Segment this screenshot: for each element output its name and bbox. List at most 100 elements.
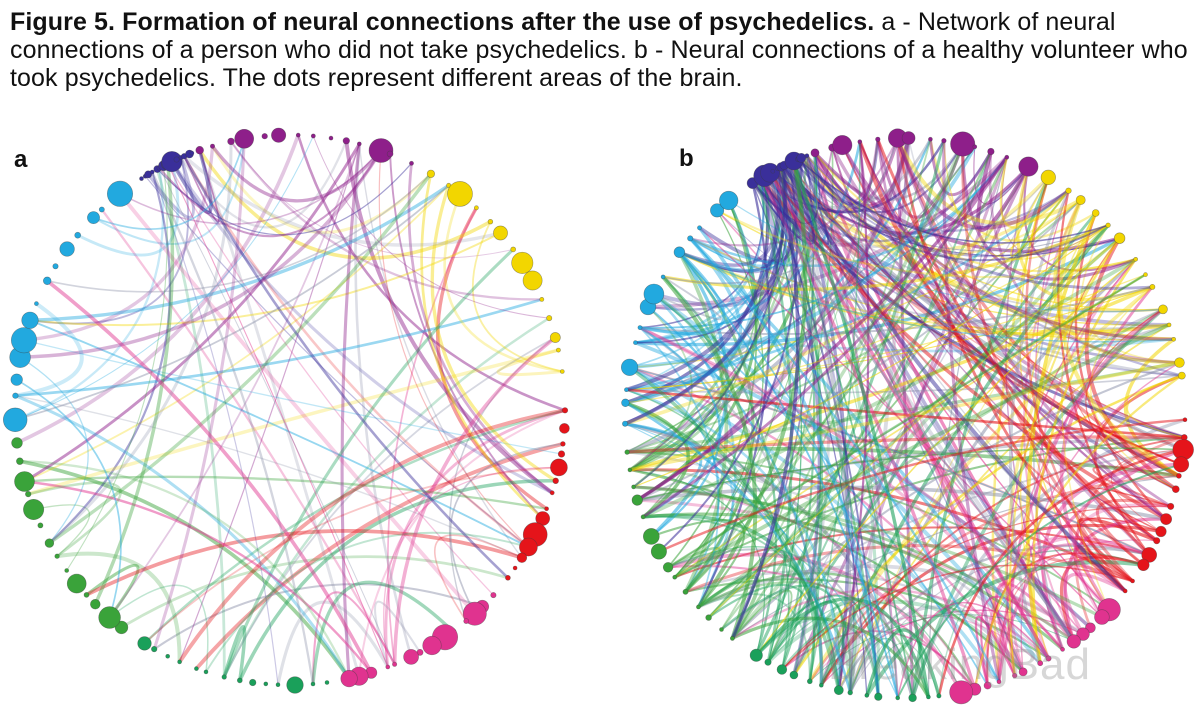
network-b-connection-line	[716, 209, 1136, 279]
network-a-region-dot	[227, 137, 235, 146]
network-b-connection-line	[707, 583, 816, 682]
network-b-connection-line	[895, 137, 1070, 230]
network-a-connection-line	[194, 442, 564, 670]
network-b-connection-line	[788, 162, 1182, 466]
network-b-connection-line	[662, 276, 778, 656]
network-b-connection-line	[698, 166, 797, 264]
network-a-connection-line	[151, 171, 279, 685]
network-b-connection-line	[642, 156, 1009, 519]
network-b-region-dot	[719, 627, 724, 632]
network-a-connection-line	[24, 480, 373, 674]
network-b-connection-line	[625, 168, 781, 392]
network-b-connection-line	[776, 164, 811, 226]
network-a-connection-line	[433, 534, 523, 622]
network-b-brain-regions	[621, 128, 1194, 705]
network-b-connection-line	[928, 139, 993, 197]
network-b-region-dot	[631, 494, 643, 506]
network-b-region-dot	[1176, 473, 1182, 479]
network-b-connection-line	[720, 448, 1184, 631]
network-b-connection-line	[629, 366, 1150, 556]
network-b-region-dot	[1160, 513, 1172, 525]
network-b-region-dot	[627, 467, 633, 473]
network-a-region-dot	[447, 181, 473, 207]
network-a-connection-line	[183, 155, 530, 549]
network-a-region-dot	[149, 169, 155, 175]
network-b-connection-line	[896, 138, 915, 698]
network-b-region-dot	[1105, 222, 1111, 228]
network-b-connection-line	[697, 563, 803, 670]
network-b-connection-line	[767, 177, 1049, 663]
network-a-region-dot	[386, 150, 394, 158]
network-b-connection-line	[684, 143, 964, 593]
network-b-connection-line	[961, 143, 1137, 281]
network-b-region-dot	[650, 543, 667, 560]
network-b-region-dot	[642, 528, 660, 545]
network-a-connection-line	[48, 171, 172, 544]
network-b-connection-line	[626, 388, 790, 670]
network-b-connection-line	[763, 175, 880, 697]
network-a-connection-line	[19, 356, 89, 544]
network-a-region-dot	[342, 137, 350, 145]
network-b-region-dot	[1066, 634, 1081, 649]
network-a-region-dot	[83, 592, 90, 598]
network-b-connection-line	[780, 165, 816, 670]
network-b-connection-line	[689, 156, 1008, 267]
network-b-connection-line	[667, 274, 1146, 568]
network-b-connection-line	[1049, 224, 1121, 289]
network-b-connection-line	[813, 152, 1076, 643]
network-a-region-dot	[11, 437, 23, 449]
network-b-connection-line	[625, 146, 976, 404]
network-b-connection-line	[973, 146, 1029, 205]
network-b-region-dot	[624, 449, 630, 455]
network-b-connection-line	[792, 160, 931, 698]
network-a-connection-line	[144, 175, 529, 548]
network-a-connection-line	[27, 348, 559, 496]
network-a-region-dot	[328, 135, 334, 141]
network-b-region-dot	[941, 138, 947, 144]
network-b-connection-line	[624, 423, 840, 691]
network-b-connection-line	[1010, 176, 1070, 257]
network-b-region-dot	[789, 670, 799, 680]
network-b-connection-line	[624, 401, 690, 519]
network-a-connection-line	[159, 167, 396, 665]
network-b-region-dot	[832, 135, 853, 156]
network-b-connection-line	[637, 447, 1184, 501]
network-b-connection-line	[767, 151, 992, 663]
network-b-connection-line	[1080, 224, 1180, 364]
network-b-connection-line	[629, 285, 1154, 472]
network-a-region-dot	[462, 601, 487, 626]
network-b-region-dot	[1018, 667, 1028, 677]
network-b-region-dot	[697, 225, 702, 231]
network-a-connection-line	[179, 143, 360, 663]
network-a-connection-line	[180, 140, 348, 229]
network-a-connection-line	[392, 336, 557, 665]
network-b-region-dot	[764, 658, 772, 666]
network-b-connection-line	[866, 642, 940, 697]
network-b-connection-line	[639, 326, 1092, 629]
network-a-connection-line	[15, 301, 84, 398]
network-b-region-dot	[1012, 672, 1018, 679]
network-b-region-dot	[819, 682, 824, 688]
network-a-connection-line	[24, 475, 547, 510]
network-b-region-dot	[874, 692, 883, 701]
network-a-connection-line	[33, 504, 91, 557]
network-b-connection-line	[1090, 286, 1177, 490]
panel-label-a: a	[14, 146, 28, 173]
network-a-connection-line	[471, 221, 563, 373]
network-b-connection-line	[1052, 199, 1180, 365]
network-b-connection-line	[628, 365, 1001, 683]
network-a-region-dot	[64, 568, 69, 573]
network-a-region-dot	[194, 666, 199, 671]
network-a-connection-line	[29, 319, 529, 548]
network-a-region-dot	[52, 263, 59, 270]
network-a-connection-line	[311, 580, 455, 685]
network-b-region-dot	[875, 136, 881, 142]
network-b-connection-line	[895, 137, 1082, 226]
network-b-connection-line	[697, 571, 976, 690]
network-b-connection-line	[1061, 212, 1110, 611]
network-a-region-dot	[559, 423, 570, 434]
network-a-region-dot	[512, 565, 518, 571]
network-b-connection-line	[698, 226, 880, 697]
network-b-region-dot	[936, 693, 942, 699]
network-b-connection-line	[769, 172, 1145, 566]
